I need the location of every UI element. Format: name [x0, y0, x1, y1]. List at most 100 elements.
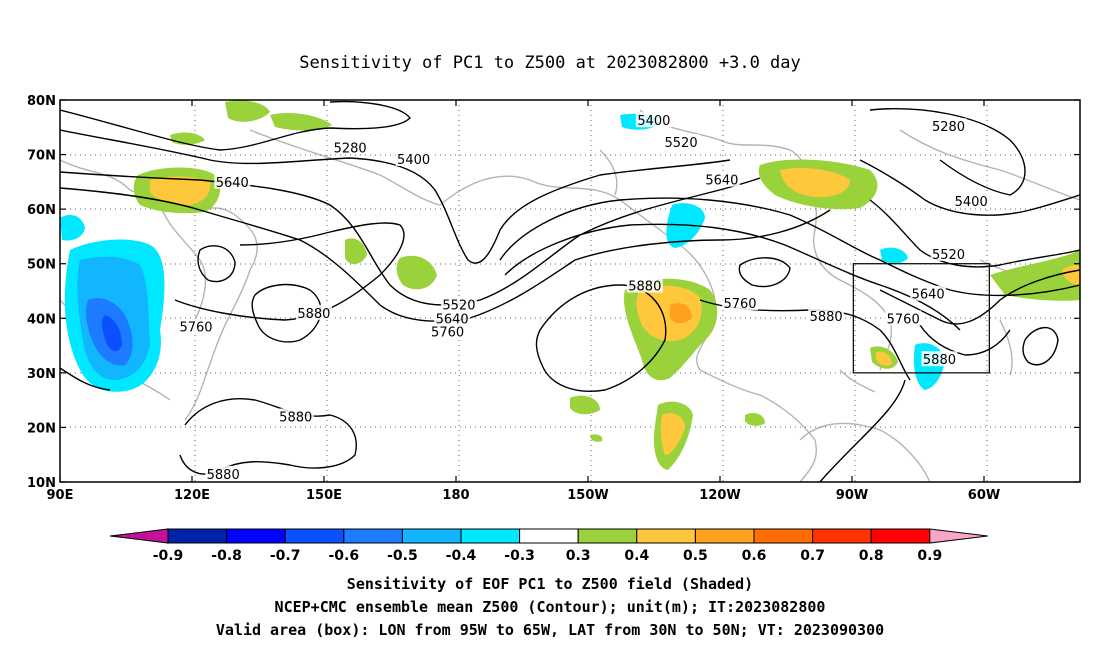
positive-sensitivity-region — [636, 285, 702, 342]
positive-sensitivity-region — [345, 238, 367, 265]
contour-label-bg — [663, 134, 700, 150]
contour-label-bg — [635, 112, 672, 128]
colorbar-label: 0.6 — [742, 548, 767, 564]
contour-label-bg — [395, 150, 432, 166]
contour-label: 5640 — [216, 176, 249, 191]
positive-sensitivity-region — [876, 351, 892, 366]
contour-label: 5880 — [297, 307, 330, 322]
colorbar-segment — [577, 528, 638, 544]
colorbar-label: -0.8 — [211, 548, 242, 564]
contour-label-bg — [277, 408, 314, 424]
colorbar-segment — [343, 528, 403, 544]
lon-tick-label: 150E — [306, 488, 342, 503]
colorbar-segment — [284, 528, 345, 544]
contour-label-bg — [214, 173, 251, 189]
contour-label: 5520 — [932, 248, 965, 263]
contour-label: 5760 — [887, 312, 920, 327]
lon-tick-label: 90W — [836, 488, 868, 503]
lon-tick-label: 180 — [442, 488, 469, 503]
colorbar-segment — [401, 528, 462, 544]
lat-tick-label: 30N — [27, 367, 56, 382]
contour-label-bg — [295, 304, 332, 320]
contour-label-bg — [626, 277, 663, 293]
caption-line-2: NCEP+CMC ensemble mean Z500 (Contour); u… — [275, 598, 826, 616]
positive-sensitivity-region — [225, 100, 270, 122]
colorbar-segment — [226, 528, 286, 544]
colorbar-segment — [753, 528, 814, 544]
lat-tick-label: 70N — [27, 149, 56, 164]
colorbar-label: 0.5 — [683, 548, 708, 564]
contour-label: 5520 — [442, 299, 475, 314]
caption-line-1: Sensitivity of EOF PC1 to Z500 field (Sh… — [347, 575, 753, 593]
colorbar-label: 0.7 — [800, 548, 825, 564]
negative-sensitivity-region — [880, 247, 908, 264]
colorbar-label: -0.9 — [153, 548, 184, 564]
contour-label-bg — [885, 310, 922, 326]
colorbar-label: -0.4 — [446, 548, 477, 564]
lat-tick-label: 80N — [27, 94, 56, 109]
positive-sensitivity-region — [570, 395, 600, 415]
colorbar: -0.9 -0.8 -0.7 -0.6 -0.5 -0.4 -0.3 0.3 0.4 0.5 0.6… — [109, 528, 988, 564]
positive-sensitivity-region — [990, 250, 1080, 301]
negative-sensitivity-region — [60, 215, 85, 241]
positive-sensitivity-region — [745, 412, 765, 426]
contour-label-bg — [332, 139, 369, 155]
lat-tick-label: 40N — [27, 312, 56, 327]
contour-label: 5640 — [705, 174, 738, 189]
positive-sensitivity-region — [150, 176, 211, 205]
colorbar-label: 0.9 — [917, 548, 942, 564]
contour-label-bg — [930, 245, 967, 261]
positive-sensitivity-region — [670, 303, 692, 324]
map-frame — [59, 99, 1081, 483]
contour-label-bg — [434, 310, 471, 326]
contour-label: 5880 — [810, 310, 843, 325]
map-plot-area: 5280 5400 5640 5880 5760 5880 5880 5520 5640 5760… — [60, 100, 1080, 483]
colorbar-max-arrow — [929, 528, 988, 544]
positive-sensitivity-region — [170, 132, 205, 145]
contour-label-bg — [722, 295, 758, 311]
contour-labels: 5280 5400 5640 5880 5760 5880 5880 5520 5640 5760… — [178, 112, 990, 483]
colorbar-segment — [694, 528, 755, 544]
lat-tick-label: 10N — [27, 476, 56, 491]
contour-label-bg — [953, 192, 990, 208]
positive-sensitivity-region — [660, 413, 685, 455]
colorbar-label: -0.3 — [504, 548, 535, 564]
colorbar-segment — [167, 528, 228, 544]
contour-label-bg — [930, 118, 967, 134]
colorbar-segment — [460, 528, 521, 544]
colorbar-label: 0.8 — [859, 548, 884, 564]
colorbar-segment — [636, 528, 696, 544]
figure-title: Sensitivity of PC1 to Z500 at 2023082800… — [299, 53, 801, 73]
contour-label: 5880 — [628, 280, 661, 295]
lat-axis: 10N 20N 30N 40N 50N 60N 70N 80N — [27, 94, 1080, 491]
grid-lines — [60, 100, 1080, 482]
contour-label: 5760 — [179, 320, 212, 335]
contour-label-bg — [429, 323, 466, 339]
contour-label: 5400 — [955, 195, 988, 210]
lon-tick-label: 150W — [567, 488, 608, 503]
lon-tick-label: 120E — [174, 488, 210, 503]
lon-tick-label: 120W — [699, 488, 740, 503]
positive-sensitivity-region — [1062, 265, 1080, 285]
colorbar-label: -0.7 — [270, 548, 301, 564]
negative-sensitivity-region — [102, 315, 122, 352]
sensitivity-shading — [60, 100, 1080, 470]
contour-label: 5400 — [637, 114, 670, 129]
contour-label: 5640 — [912, 288, 945, 303]
contour-label: 5880 — [207, 468, 240, 483]
positive-sensitivity-region — [396, 255, 437, 290]
caption-line-3: Valid area (box): LON from 95W to 65W, L… — [216, 621, 884, 639]
colorbar-label: 0.3 — [566, 548, 591, 564]
contour-label: 5400 — [397, 153, 430, 168]
lon-tick-label: 90E — [47, 488, 74, 503]
positive-sensitivity-region — [270, 113, 332, 131]
lat-tick-label: 20N — [27, 421, 56, 436]
colorbar-label: -0.5 — [387, 548, 418, 564]
lat-tick-label: 60N — [27, 203, 56, 218]
positive-sensitivity-region — [780, 168, 850, 198]
contour-label: 5880 — [923, 353, 956, 368]
contour-label-bg — [921, 351, 958, 367]
colorbar-label: -0.6 — [328, 548, 359, 564]
contour-label: 5280 — [334, 141, 367, 156]
lat-tick-label: 50N — [27, 258, 56, 273]
